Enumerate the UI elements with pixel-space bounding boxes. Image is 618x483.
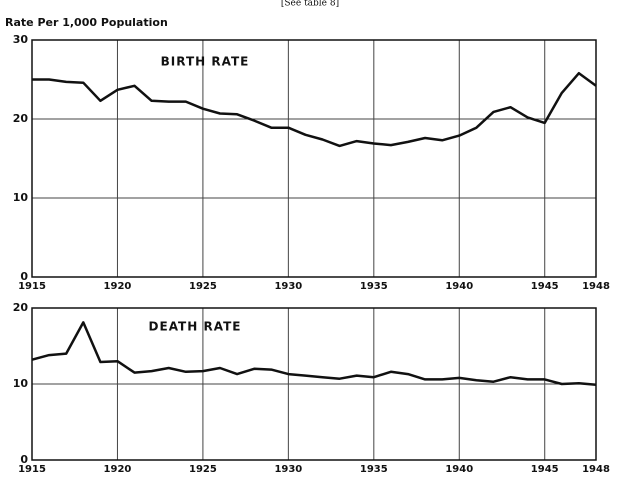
x-tick-label: 1945	[531, 464, 559, 475]
x-tick-label: 1925	[189, 281, 217, 292]
y-tick-label: 20	[13, 301, 29, 314]
x-tick-label: 1930	[274, 464, 302, 475]
plot-frame	[31, 39, 597, 278]
chart-title: DEATH RATE	[149, 320, 242, 334]
y-tick-label: 20	[13, 112, 29, 125]
x-tick-label: 1920	[104, 464, 132, 475]
x-tick-label: 1940	[445, 281, 473, 292]
x-tick-label: 1915	[18, 464, 46, 475]
note: [See table 8]	[281, 0, 339, 9]
x-tick-label: 1948	[582, 281, 610, 292]
y-tick-label: 10	[13, 377, 29, 390]
x-tick-label: 1920	[104, 281, 132, 292]
chart-title: BIRTH RATE	[161, 55, 250, 69]
data-line	[32, 71, 597, 148]
x-tick-label: 1930	[274, 281, 302, 292]
data-line	[31, 321, 597, 387]
x-tick-label: 1945	[531, 281, 559, 292]
x-tick-label: 1940	[445, 464, 473, 475]
x-tick-label: 1935	[360, 464, 388, 475]
y-tick-label: 0	[20, 270, 28, 283]
x-tick-label: 1925	[189, 464, 217, 475]
y-tick-label: 0	[20, 453, 28, 466]
y-axis-label: Rate Per 1,000 Population	[5, 16, 168, 29]
x-tick-label: 1915	[18, 281, 46, 292]
y-tick-label: 10	[13, 191, 29, 204]
y-tick-label: 30	[13, 33, 29, 46]
x-tick-label: 1948	[582, 464, 610, 475]
x-tick-label: 1935	[360, 281, 388, 292]
